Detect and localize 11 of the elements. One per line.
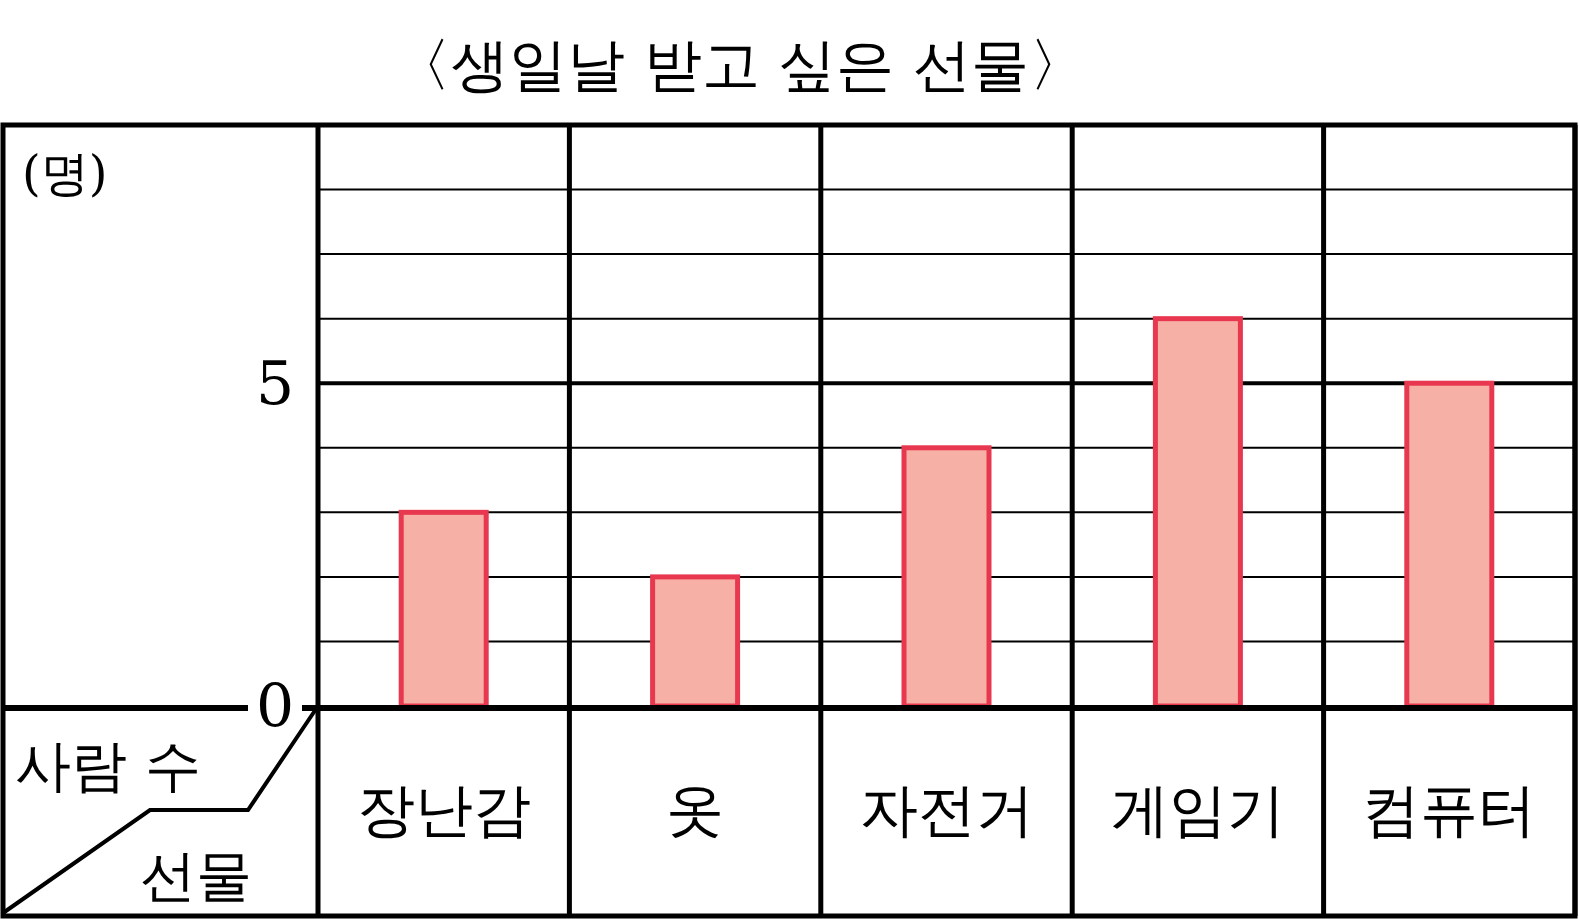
y-tick-label: 0 [255,671,295,741]
y-tick-label: 5 [255,348,295,419]
text: 사람 수 [15,733,201,798]
x-tick-label: 게임기 [1110,776,1285,844]
title: 〈생일날 받고 싶은 선물〉 [393,31,1087,99]
x-tick-label: 자전거 [859,776,1034,844]
x-tick-label: 장난감 [356,776,531,844]
x-tick-label: 컴퓨터 [1362,776,1537,844]
y-axis-title: (명) [22,145,108,201]
x-axis-title: 선물 [140,843,252,908]
x-tick-label: 옷 [666,776,725,844]
